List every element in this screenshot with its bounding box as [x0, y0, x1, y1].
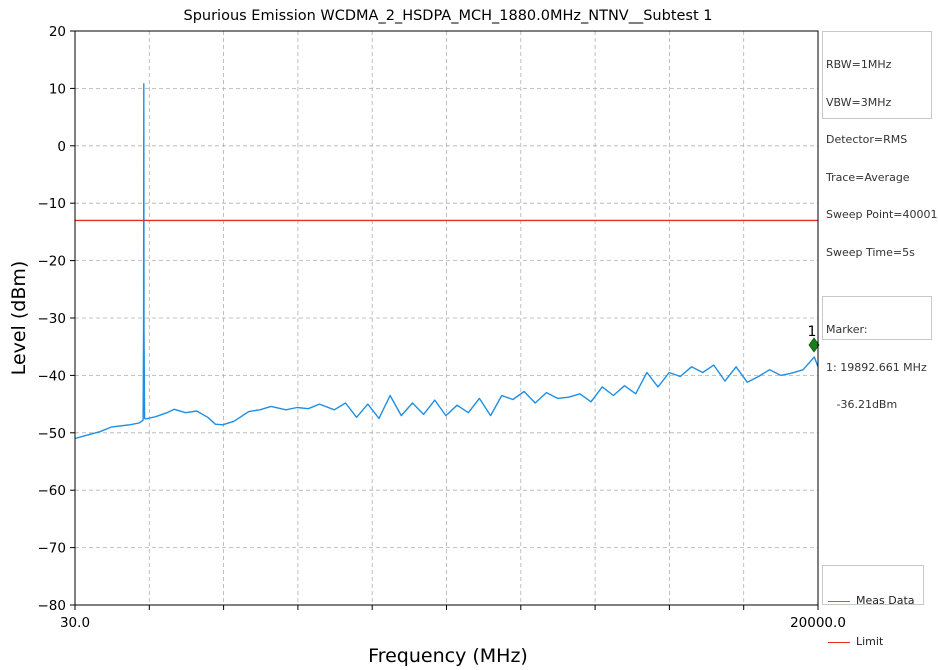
legend-swatch-limit: [828, 641, 850, 643]
y-tick-label: 20: [49, 24, 66, 40]
legend-label-limit: Limit: [856, 634, 884, 648]
grid-lines: [75, 31, 818, 605]
y-tick-label: −30: [38, 311, 67, 327]
setting-vbw: VBW=3MHz: [826, 95, 892, 109]
series-layer: [74, 83, 819, 440]
y-tick-label: −20: [38, 254, 67, 270]
setting-trace: Trace=Average: [826, 170, 910, 184]
x-tick-label: 20000.0: [790, 615, 846, 631]
y-tick-label: −80: [38, 598, 67, 614]
chart-title: Spurious Emission WCDMA_2_HSDPA_MCH_1880…: [183, 8, 712, 24]
marker-1-diamond: [808, 337, 820, 353]
setting-sweep-point: Sweep Point=40001: [826, 208, 938, 221]
legend: Meas Data Limit: [822, 565, 924, 647]
marker-level: -36.21dBm: [826, 398, 898, 411]
marker-1-label: 1: [808, 324, 817, 340]
y-tick-label: −70: [38, 541, 67, 557]
y-tick-label: −40: [38, 368, 67, 384]
marker-readout-box: Marker: 1: 19892.661 MHz -36.21dBm: [822, 296, 932, 411]
y-tick-label: −10: [38, 196, 67, 212]
x-axis-label: Frequency (MHz): [368, 645, 528, 667]
marker-frequency: 1: 19892.661 MHz: [826, 360, 927, 374]
marker-heading: Marker:: [826, 323, 868, 336]
plot-frame: [74, 30, 819, 606]
y-tick-label: 10: [49, 81, 66, 97]
x-tick-label: 30.0: [60, 615, 90, 631]
legend-item-limit: Limit: [826, 634, 920, 650]
legend-item-meas-data: Meas Data: [826, 593, 920, 609]
y-tick-label: 0: [57, 139, 66, 155]
legend-label-meas-data: Meas Data: [856, 593, 915, 607]
marker-layer: 1: [808, 324, 820, 353]
measurement-settings-box: RBW=1MHz VBW=3MHz Detector=RMS Trace=Ave…: [822, 31, 938, 258]
legend-swatch-meas-data: [828, 600, 850, 602]
y-tick-label: −50: [38, 426, 67, 442]
setting-sweep-time: Sweep Time=5s: [826, 245, 915, 259]
meas-data-line: [74, 83, 819, 440]
y-tick-label: −60: [38, 483, 67, 499]
setting-rbw: RBW=1MHz: [826, 58, 892, 71]
y-axis-label: Level (dBm): [8, 261, 30, 376]
setting-detector: Detector=RMS: [826, 133, 908, 146]
